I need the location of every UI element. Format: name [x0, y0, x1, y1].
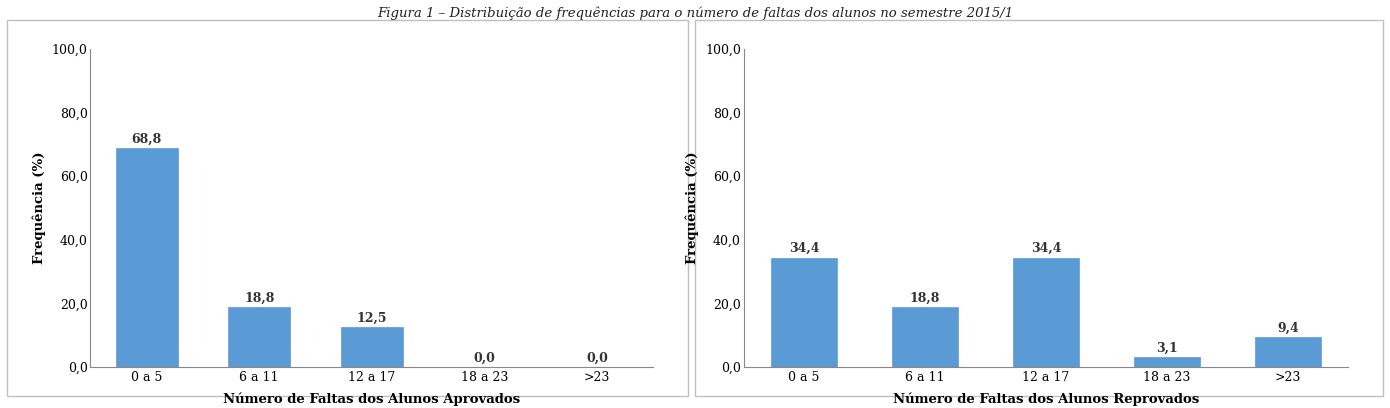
Text: 18,8: 18,8: [910, 292, 940, 305]
Text: 34,4: 34,4: [790, 242, 819, 255]
Bar: [1134, 357, 1200, 367]
Text: 0,0: 0,0: [587, 352, 607, 365]
X-axis label: Número de Faltas dos Alunos Reprovados: Número de Faltas dos Alunos Reprovados: [892, 392, 1200, 406]
Text: 0,0: 0,0: [474, 352, 495, 365]
Bar: [892, 307, 958, 367]
Text: 34,4: 34,4: [1031, 242, 1061, 255]
Bar: [228, 307, 291, 367]
Text: 68,8: 68,8: [132, 133, 161, 146]
Text: 12,5: 12,5: [357, 312, 386, 325]
Bar: [1013, 258, 1079, 367]
Y-axis label: Frequência (%): Frequência (%): [685, 152, 699, 264]
Y-axis label: Frequência (%): Frequência (%): [32, 152, 46, 264]
Bar: [1255, 337, 1320, 367]
Bar: [341, 327, 403, 367]
Text: 3,1: 3,1: [1156, 342, 1177, 355]
Bar: [771, 258, 837, 367]
Text: 9,4: 9,4: [1277, 322, 1298, 335]
X-axis label: Número de Faltas dos Alunos Aprovados: Número de Faltas dos Alunos Aprovados: [224, 392, 520, 406]
Bar: [115, 148, 178, 367]
Text: Figura 1 – Distribuição de frequências para o número de faltas dos alunos no sem: Figura 1 – Distribuição de frequências p…: [377, 6, 1013, 20]
Text: 18,8: 18,8: [245, 292, 274, 305]
